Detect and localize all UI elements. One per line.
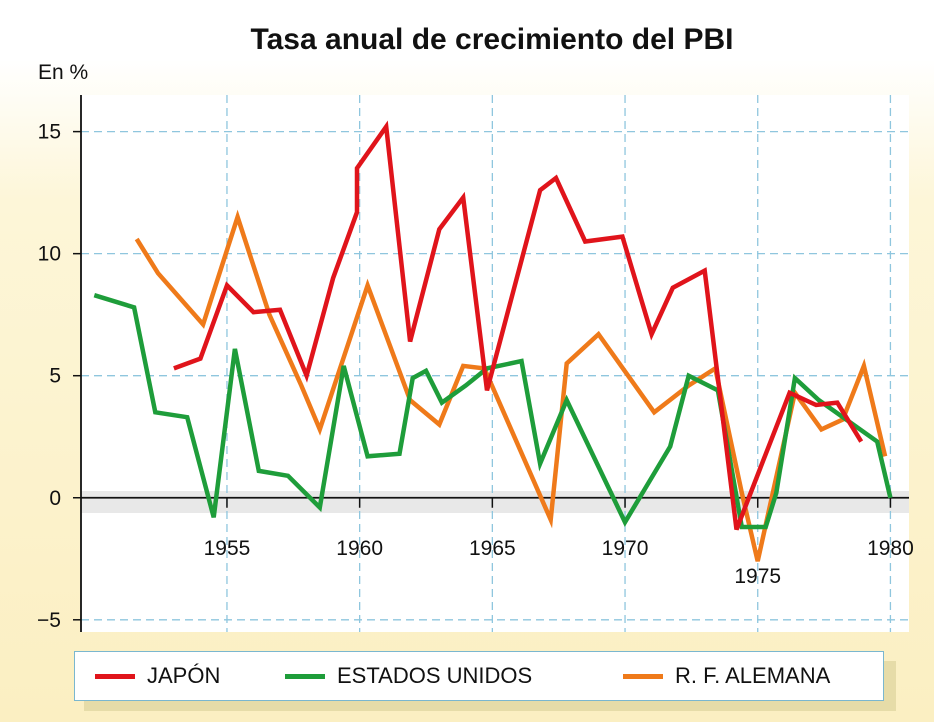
y-tick-label: 0 xyxy=(49,487,61,510)
chart: Tasa anual de crecimiento del PBI En % −… xyxy=(37,23,914,632)
legend-swatch-japon xyxy=(95,673,135,679)
legend-swatch-estados-unidos xyxy=(285,673,325,679)
x-tick-label: 1980 xyxy=(867,537,914,560)
zero-band xyxy=(81,491,909,513)
y-tick-label: −5 xyxy=(37,609,61,632)
chart-title: Tasa anual de crecimiento del PBI xyxy=(251,23,734,56)
x-tick-label: 1960 xyxy=(336,537,383,560)
legend-label-estados-unidos: ESTADOS UNIDOS xyxy=(337,663,533,688)
x-tick-label: 1970 xyxy=(602,537,649,560)
series-line-1 xyxy=(93,293,893,530)
grid xyxy=(81,95,909,632)
series-lines xyxy=(93,120,893,562)
tick-labels: −5 0 5 10 15 1955 1960 1965 1970 1975 1980 xyxy=(37,121,914,632)
x-tick-label: 1975 xyxy=(734,565,781,588)
y-tick-label: 15 xyxy=(38,121,61,144)
y-tick-label: 10 xyxy=(38,243,61,266)
legend: JAPÓN ESTADOS UNIDOS R. F. ALEMANA xyxy=(74,651,884,701)
legend-item-estados-unidos: ESTADOS UNIDOS xyxy=(285,652,532,700)
legend-swatch-rf-alemana xyxy=(623,673,663,679)
x-tick-label: 1955 xyxy=(204,537,251,560)
y-tick-label: 5 xyxy=(49,365,61,388)
series-line-0 xyxy=(173,120,864,531)
legend-label-rf-alemana: R. F. ALEMANA xyxy=(675,663,831,688)
legend-item-japon: JAPÓN xyxy=(95,652,220,700)
legend-label-japon: JAPÓN xyxy=(147,663,221,688)
x-tick-label: 1965 xyxy=(469,537,516,560)
legend-item-rf-alemana: R. F. ALEMANA xyxy=(623,652,830,700)
y-axis-label: En % xyxy=(38,61,88,84)
